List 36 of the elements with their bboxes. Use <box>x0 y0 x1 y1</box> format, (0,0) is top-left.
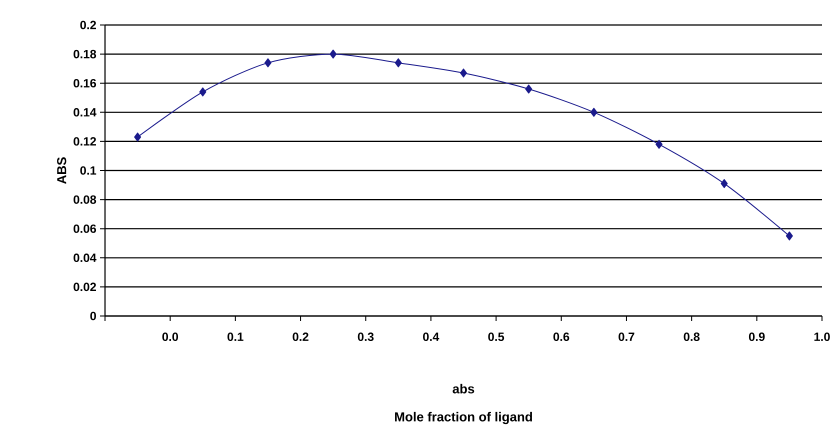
x-tick-label: 0.2 <box>292 332 308 342</box>
y-tick-label: 0.02 <box>74 282 96 292</box>
y-tick-label: 0.2 <box>80 20 96 30</box>
y-tick-label: 0 <box>90 312 96 320</box>
y-tick-label: 0.16 <box>74 78 96 88</box>
y-tick-label: 0.14 <box>74 108 96 117</box>
x-tick-label: 0.9 <box>748 332 765 342</box>
x-tick-label: 0.5 <box>488 332 504 342</box>
x-tick-label: 0.1 <box>228 332 244 342</box>
point <box>460 68 468 78</box>
x-tick-label: 1.0 <box>814 332 830 342</box>
point <box>394 58 402 68</box>
point <box>199 87 206 96</box>
point <box>330 50 337 59</box>
x-tick-label: 0.6 <box>553 332 570 342</box>
y-tick-label: 0.12 <box>74 137 96 146</box>
y-tick-label: 0.18 <box>74 50 96 58</box>
y-tick-label: 0.08 <box>74 195 96 204</box>
y-axis-title: ABS <box>57 157 66 184</box>
point <box>590 108 598 117</box>
x-tick-label: 0.8 <box>684 332 700 342</box>
x-tick-label: 0.4 <box>423 332 440 342</box>
point <box>134 132 142 142</box>
point <box>525 84 532 94</box>
x-tick-label: 0.3 <box>358 332 374 342</box>
text: Mole fraction of ligand <box>395 412 532 424</box>
point <box>786 231 793 240</box>
x-axis-title: abs <box>452 384 474 394</box>
point <box>656 140 663 149</box>
x-tick-label: 0.0 <box>162 332 178 342</box>
y-tick-label: 0.04 <box>74 254 96 262</box>
x-tick-label: 0.7 <box>618 332 634 342</box>
point <box>264 58 272 68</box>
y-tick-label: 0.1 <box>80 166 96 175</box>
y-tick-label: 0.06 <box>74 224 96 233</box>
point <box>720 179 728 188</box>
